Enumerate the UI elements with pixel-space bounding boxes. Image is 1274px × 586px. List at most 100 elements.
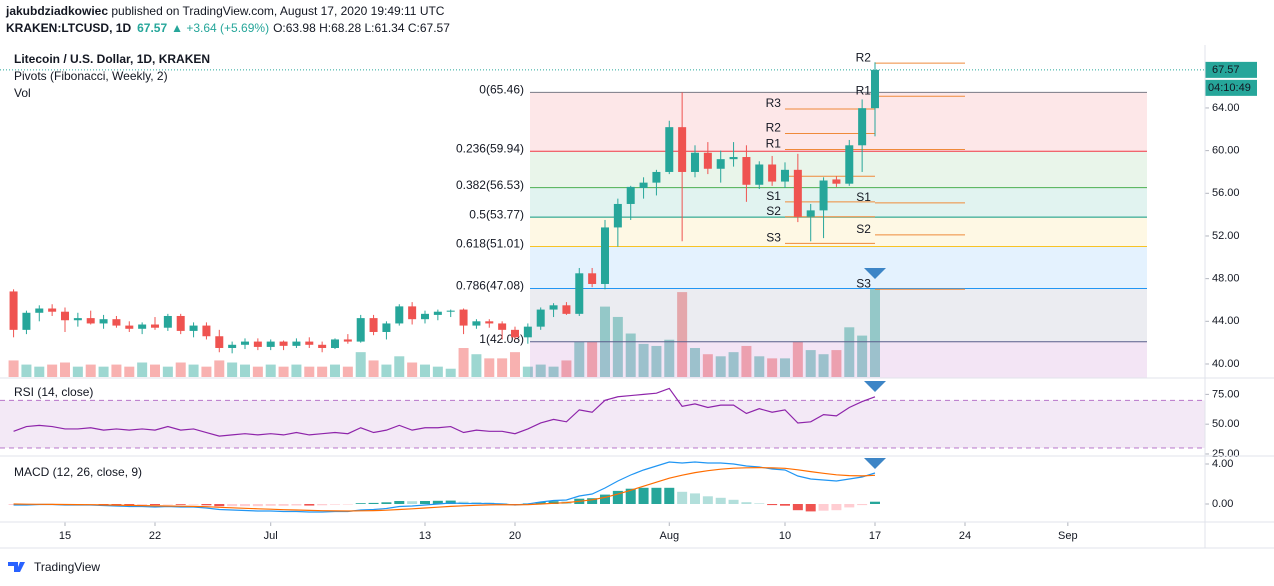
macd-histogram-bar [239, 504, 250, 507]
volume-bar [175, 362, 186, 377]
candle-body [343, 339, 352, 342]
candle-body [9, 291, 18, 330]
header: jakubdziadkowiec published on TradingVie… [5, 4, 445, 18]
volume-bar [47, 364, 58, 377]
candle-body [870, 69, 879, 109]
macd-histogram-bar [702, 496, 713, 504]
candle-body [369, 318, 378, 332]
macd-histogram-bar [445, 500, 456, 504]
volume-bar [754, 356, 765, 377]
axes: 64.00 60.00 56.00 52.00 48.00 44.00 40.00 75.00… [59, 61, 1257, 542]
volume-bar [201, 366, 212, 377]
indicator-label: Pivots (Fibonacci, Weekly, 2) [14, 69, 168, 83]
fib-label: 0(65.46) [479, 83, 524, 97]
candle-body [472, 321, 481, 326]
volume-bar [239, 364, 250, 377]
volume-bar [304, 366, 315, 377]
candle-body [678, 127, 687, 172]
candle-body [253, 341, 262, 347]
candle-body [189, 325, 198, 331]
macd-title: MACD (12, 26, close, 9) [14, 465, 142, 479]
signal-line [13, 466, 876, 512]
macd-histogram-bar [342, 504, 353, 505]
candle-body [318, 344, 327, 348]
volume-bar [715, 356, 726, 377]
symbol: KRAKEN:LTCUSD, 1D [6, 21, 131, 35]
candle-body [780, 169, 789, 182]
volume-bar [60, 362, 70, 377]
volume-bar [458, 348, 469, 377]
volume-bar [124, 366, 135, 377]
volume-bar [638, 343, 649, 377]
candle-body [228, 344, 237, 348]
macd-histogram-bar [111, 504, 122, 505]
y-tick-label: 75.00 [1212, 388, 1240, 400]
volume-bar [792, 341, 803, 377]
candle-body [330, 339, 339, 348]
candle-body [125, 325, 134, 329]
volume-bar [329, 364, 340, 377]
volume-bar [432, 366, 443, 377]
candle-body [690, 152, 699, 172]
macd-histogram-bar [548, 501, 559, 504]
candle-body [433, 311, 442, 315]
x-tick-label: 24 [959, 530, 971, 542]
volume-bar [651, 345, 662, 377]
fib-label: 0.786(47.08) [456, 279, 524, 293]
fib-band [530, 217, 1147, 247]
x-tick-label: Jul [264, 530, 278, 542]
candle-body [99, 319, 108, 324]
alert-marker [863, 268, 886, 279]
y-tick-label: 50.00 [1212, 418, 1240, 430]
x-tick-label: 20 [509, 530, 521, 542]
volume-bar [471, 354, 482, 377]
y-tick-label: 52.00 [1212, 230, 1240, 242]
macd-histogram-bar [715, 497, 726, 504]
volume-bar [805, 350, 816, 377]
volume-bar [419, 364, 430, 377]
macd-histogram-bar [201, 504, 212, 506]
macd-histogram-bar [214, 504, 225, 507]
volume-bar [188, 364, 199, 377]
last-price-box [1205, 61, 1257, 78]
volume-bar [522, 366, 533, 377]
volume-bar [214, 360, 225, 377]
volume-bar [278, 366, 289, 377]
candle-body [163, 315, 172, 328]
volume-bar [355, 352, 366, 377]
macd-histogram-bar [587, 498, 598, 504]
candle-body [703, 152, 712, 169]
volume-bar [831, 350, 842, 377]
macd-histogram-bar [137, 504, 148, 505]
chart-title: Litecoin / U.S. Dollar, 1D, KRAKEN [14, 52, 210, 66]
macd-histogram-bar [432, 500, 443, 504]
volume-bar [149, 364, 160, 377]
volume-bar [394, 356, 405, 377]
macd-histogram-bar [625, 488, 636, 504]
fib-label: 0.382(56.53) [456, 178, 524, 192]
macd-histogram-bar [175, 504, 186, 505]
candle-body [819, 180, 828, 211]
candle-body [446, 310, 455, 312]
macd-histogram-bar [304, 504, 315, 506]
volume-bar [137, 362, 148, 377]
rsi-title: RSI (14, close) [14, 385, 93, 399]
candle-body [279, 341, 288, 346]
volume-bar [535, 364, 546, 377]
volume-bar [162, 366, 173, 377]
y-tick-label: 25.00 [1212, 448, 1240, 460]
macd-histogram-bar [857, 504, 868, 506]
candle-body [639, 182, 648, 188]
logo-icon [8, 562, 25, 572]
macd-histogram-bar [805, 504, 816, 512]
candle-body [35, 308, 44, 313]
published: published on TradingView.com, August 17,… [108, 4, 445, 18]
macd-histogram-bar [754, 503, 765, 504]
volume-bar [677, 292, 688, 377]
candle-body [150, 324, 159, 328]
volume-bar [381, 364, 392, 377]
volume-bar [368, 360, 379, 377]
volume-bar [844, 327, 855, 377]
macd-histogram-bar [291, 504, 302, 506]
y-tick-label: 40.00 [1212, 358, 1240, 370]
